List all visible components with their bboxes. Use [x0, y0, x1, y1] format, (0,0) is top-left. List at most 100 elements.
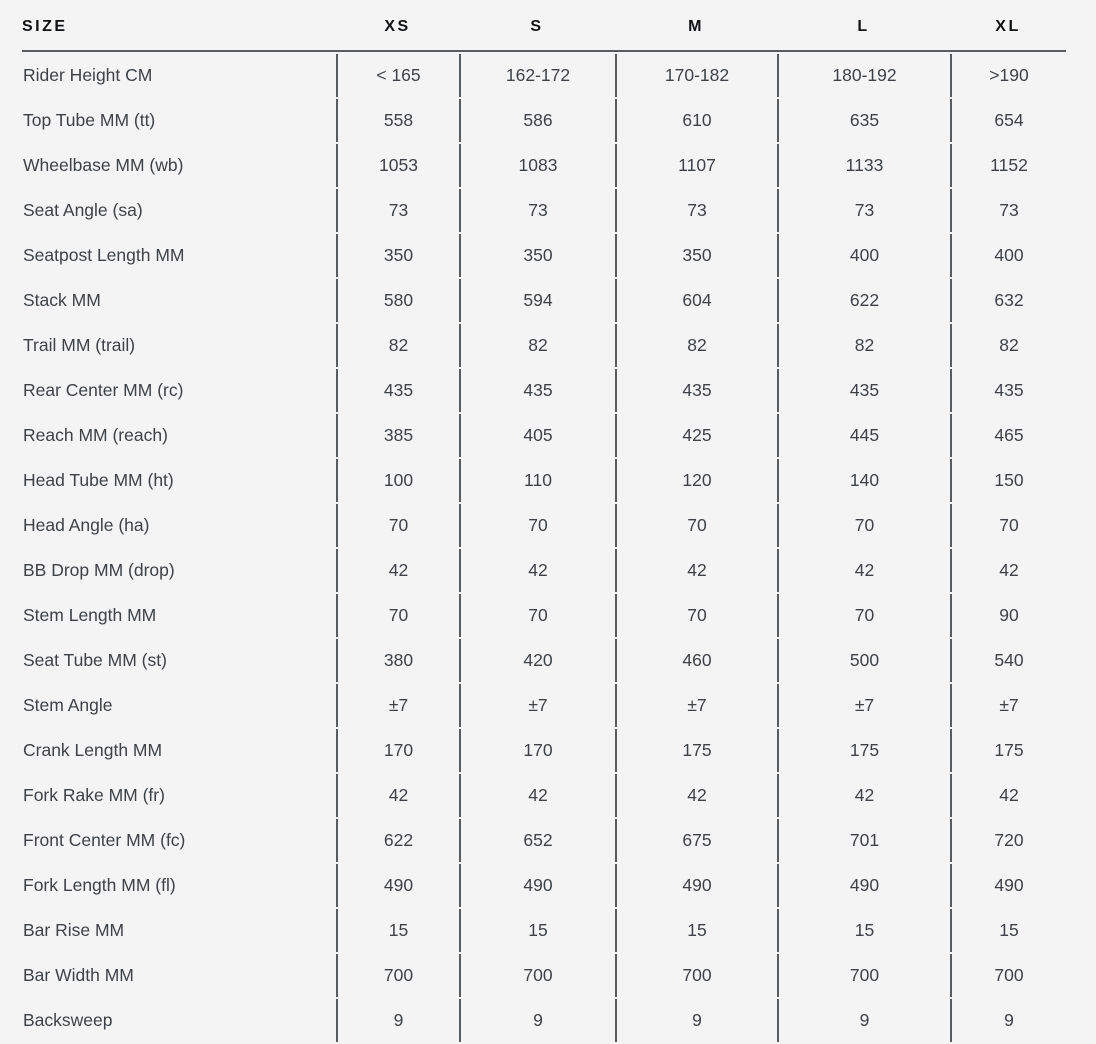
- table-row: Rear Center MM (rc) 435 435 435 435 435: [22, 369, 1066, 412]
- value-cell: 9: [336, 999, 459, 1042]
- row-label: Backsweep: [23, 1010, 113, 1030]
- value-cell: 460: [615, 639, 777, 682]
- value-cell: 42: [459, 774, 615, 817]
- value-cell: 1133: [777, 144, 950, 187]
- value-cell: 73: [336, 189, 459, 232]
- value-cell: 558: [336, 99, 459, 142]
- table-row: BB Drop MM (drop) 42 42 42 42 42: [22, 549, 1066, 592]
- table-row: Bar Rise MM 15 15 15 15 15: [22, 909, 1066, 952]
- row-label: Seat Angle (sa): [23, 200, 143, 220]
- table-row: Backsweep 9 9 9 9 9: [22, 999, 1066, 1042]
- value-cell: 1107: [615, 144, 777, 187]
- value-cell: 82: [336, 324, 459, 367]
- value-cell: 435: [336, 369, 459, 412]
- value-cell: 90: [950, 594, 1066, 637]
- value-cell: 700: [950, 954, 1066, 997]
- value-cell: 73: [950, 189, 1066, 232]
- value-cell: 170-182: [615, 54, 777, 97]
- value-cell: 82: [615, 324, 777, 367]
- value-cell: 42: [777, 774, 950, 817]
- row-label: Wheelbase MM (wb): [23, 155, 184, 175]
- value-cell: 490: [459, 864, 615, 907]
- value-cell: 720: [950, 819, 1066, 862]
- value-cell: 652: [459, 819, 615, 862]
- value-cell: 9: [950, 999, 1066, 1042]
- row-label: Rear Center MM (rc): [23, 380, 184, 400]
- value-cell: 594: [459, 279, 615, 322]
- value-cell: 622: [777, 279, 950, 322]
- value-cell: 380: [336, 639, 459, 682]
- value-cell: 1083: [459, 144, 615, 187]
- row-label: Head Tube MM (ht): [23, 470, 174, 490]
- value-cell: 490: [777, 864, 950, 907]
- value-cell: 9: [459, 999, 615, 1042]
- value-cell: 586: [459, 99, 615, 142]
- table-row: Head Tube MM (ht) 100 110 120 140 150: [22, 459, 1066, 502]
- value-cell: 73: [777, 189, 950, 232]
- value-cell: 654: [950, 99, 1066, 142]
- value-cell: 420: [459, 639, 615, 682]
- value-cell: 175: [615, 729, 777, 772]
- value-cell: 42: [459, 549, 615, 592]
- value-cell: 70: [777, 594, 950, 637]
- value-cell: 175: [950, 729, 1066, 772]
- value-cell: 73: [615, 189, 777, 232]
- size-header-xs: XS: [336, 10, 459, 52]
- value-cell: 82: [950, 324, 1066, 367]
- size-header-xl: XL: [950, 10, 1066, 52]
- row-label: Fork Rake MM (fr): [23, 785, 165, 805]
- geometry-table-body: Rider Height CM < 165 162-172 170-182 180-19…: [22, 54, 1066, 1042]
- value-cell: 15: [459, 909, 615, 952]
- value-cell: 42: [777, 549, 950, 592]
- row-label: Head Angle (ha): [23, 515, 150, 535]
- value-cell: 70: [615, 594, 777, 637]
- value-cell: 110: [459, 459, 615, 502]
- row-label: BB Drop MM (drop): [23, 560, 175, 580]
- value-cell: ±7: [777, 684, 950, 727]
- value-cell: 435: [615, 369, 777, 412]
- row-label: Trail MM (trail): [23, 335, 136, 355]
- value-cell: 490: [615, 864, 777, 907]
- value-cell: 42: [336, 549, 459, 592]
- value-cell: 120: [615, 459, 777, 502]
- value-cell: 42: [615, 549, 777, 592]
- value-cell: 350: [615, 234, 777, 277]
- table-row: Wheelbase MM (wb) 1053 1083 1107 1133 1152: [22, 144, 1066, 187]
- value-cell: 580: [336, 279, 459, 322]
- row-label: Bar Rise MM: [23, 920, 125, 940]
- value-cell: 42: [336, 774, 459, 817]
- value-cell: 425: [615, 414, 777, 457]
- value-cell: 700: [615, 954, 777, 997]
- row-label: Rider Height CM: [23, 65, 153, 85]
- value-cell: 635: [777, 99, 950, 142]
- value-cell: 350: [336, 234, 459, 277]
- value-cell: 70: [336, 504, 459, 547]
- row-label: Bar Width MM: [23, 965, 134, 985]
- row-label: Fork Length MM (fl): [23, 875, 176, 895]
- row-label: Seatpost Length MM: [23, 245, 185, 265]
- value-cell: 15: [615, 909, 777, 952]
- table-row: Crank Length MM 170 170 175 175 175: [22, 729, 1066, 772]
- value-cell: 82: [777, 324, 950, 367]
- row-label: Front Center MM (fc): [23, 830, 186, 850]
- table-row: Stack MM 580 594 604 622 632: [22, 279, 1066, 322]
- value-cell: ±7: [950, 684, 1066, 727]
- table-row: Seatpost Length MM 350 350 350 400 400: [22, 234, 1066, 277]
- size-header-l: L: [777, 10, 950, 52]
- value-cell: 70: [950, 504, 1066, 547]
- value-cell: 1152: [950, 144, 1066, 187]
- value-cell: 700: [459, 954, 615, 997]
- table-row: Reach MM (reach) 385 405 425 445 465: [22, 414, 1066, 457]
- value-cell: 70: [615, 504, 777, 547]
- size-header-s: S: [459, 10, 615, 52]
- value-cell: ±7: [459, 684, 615, 727]
- value-cell: 15: [336, 909, 459, 952]
- table-row: Fork Length MM (fl) 490 490 490 490 490: [22, 864, 1066, 907]
- value-cell: 82: [459, 324, 615, 367]
- row-label: Stem Length MM: [23, 605, 157, 625]
- value-cell: 170: [459, 729, 615, 772]
- value-cell: 73: [459, 189, 615, 232]
- value-cell: ±7: [336, 684, 459, 727]
- value-cell: 150: [950, 459, 1066, 502]
- value-cell: 445: [777, 414, 950, 457]
